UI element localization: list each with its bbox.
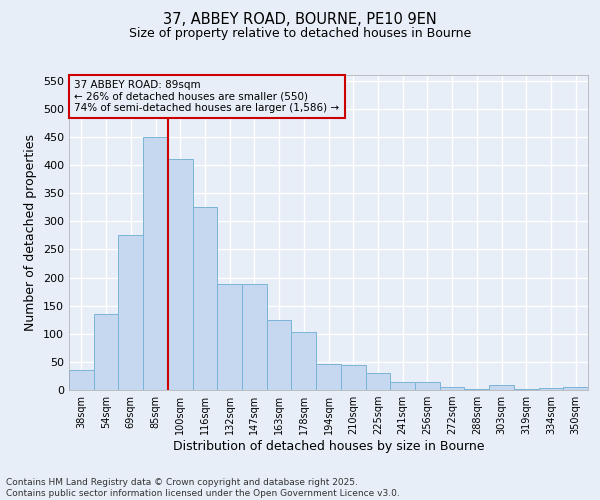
Bar [193, 207, 217, 390]
Bar [267, 320, 292, 390]
Bar [118, 236, 143, 390]
Text: Contains HM Land Registry data © Crown copyright and database right 2025.
Contai: Contains HM Land Registry data © Crown c… [6, 478, 400, 498]
Bar [242, 284, 267, 390]
Bar [341, 365, 365, 390]
Bar [143, 137, 168, 390]
Bar [415, 382, 440, 390]
Text: 37 ABBEY ROAD: 89sqm
← 26% of detached houses are smaller (550)
74% of semi-deta: 37 ABBEY ROAD: 89sqm ← 26% of detached h… [74, 80, 340, 113]
Bar [69, 370, 94, 390]
Y-axis label: Number of detached properties: Number of detached properties [25, 134, 37, 331]
Bar [94, 314, 118, 390]
Bar [514, 389, 539, 390]
X-axis label: Distribution of detached houses by size in Bourne: Distribution of detached houses by size … [173, 440, 484, 453]
Bar [539, 388, 563, 390]
Text: 37, ABBEY ROAD, BOURNE, PE10 9EN: 37, ABBEY ROAD, BOURNE, PE10 9EN [163, 12, 437, 28]
Bar [440, 386, 464, 390]
Text: Size of property relative to detached houses in Bourne: Size of property relative to detached ho… [129, 28, 471, 40]
Bar [489, 385, 514, 390]
Bar [168, 160, 193, 390]
Bar [390, 382, 415, 390]
Bar [464, 389, 489, 390]
Bar [365, 373, 390, 390]
Bar [292, 332, 316, 390]
Bar [316, 364, 341, 390]
Bar [563, 387, 588, 390]
Bar [217, 284, 242, 390]
